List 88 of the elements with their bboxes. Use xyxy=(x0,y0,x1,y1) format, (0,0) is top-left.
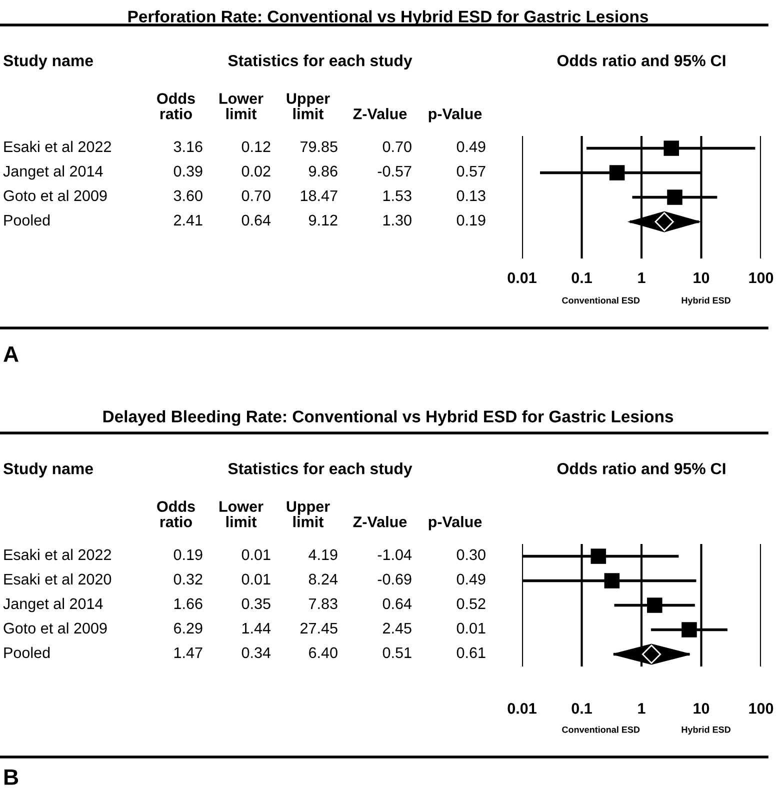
data-label: 0.01 xyxy=(242,574,270,585)
text: B xyxy=(4,769,18,785)
data-label: 9.12 xyxy=(308,214,338,226)
data-label: 1.53 xyxy=(383,190,412,202)
data-label: 0.64 xyxy=(382,598,412,610)
x-tick-label: 1 xyxy=(638,272,646,284)
data-label: 0.34 xyxy=(242,647,271,658)
category-label: Goto et al 2009 xyxy=(4,622,107,634)
category-label: Janget al 2014 xyxy=(3,165,103,180)
category-label: Esaki et al 2022 xyxy=(4,548,111,560)
category-label: Janget al 2014 xyxy=(3,598,103,612)
x-tick-label: 0.1 xyxy=(572,272,592,284)
x-tick-label: 0.01 xyxy=(508,272,536,284)
data-label: 0.19 xyxy=(174,549,202,560)
data-label: 79.85 xyxy=(300,141,338,152)
data-label: 9.86 xyxy=(308,166,338,177)
data-label: 0.01 xyxy=(242,549,270,560)
data-label: 3.16 xyxy=(174,141,202,152)
data-label: 0.19 xyxy=(456,214,486,226)
data-label: 0.61 xyxy=(456,647,486,658)
data-label: 0.51 xyxy=(382,647,412,658)
x-tick-label: 10 xyxy=(694,272,710,284)
text: Study name xyxy=(3,54,93,70)
x-tick-label: 100 xyxy=(749,272,774,284)
text: Z-Value xyxy=(353,516,407,528)
data-label: 2.45 xyxy=(383,622,412,634)
data-label: 0.49 xyxy=(456,574,486,585)
data-label: 0.12 xyxy=(242,141,270,152)
x-tick-label: 1 xyxy=(638,703,646,714)
text: Hybrid ESD xyxy=(682,726,730,735)
data-label: 1.66 xyxy=(174,598,202,610)
data-label: 1.44 xyxy=(242,622,271,634)
data-label: 2.41 xyxy=(174,214,202,226)
data-label: 6.29 xyxy=(174,622,202,634)
data-label: 27.45 xyxy=(300,622,338,634)
category-label: Esaki et al 2020 xyxy=(4,573,112,585)
category-label: Pooled xyxy=(4,214,50,226)
data-label: 0.01 xyxy=(456,622,486,634)
text: Delayed Bleeding Rate: Conventional vs Hybrid ESD for Gastric Lesions xyxy=(103,410,674,426)
text: Lower limit xyxy=(220,93,264,120)
data-label: 7.83 xyxy=(309,598,338,610)
category-label: Esaki et al 2022 xyxy=(4,140,111,152)
data-label: 0.57 xyxy=(456,166,486,177)
data-label: 0.35 xyxy=(242,598,270,610)
data-label: 0.49 xyxy=(456,141,486,152)
text: Upper limit xyxy=(286,93,330,120)
data-label: -1.04 xyxy=(378,549,412,560)
text: Odds ratio xyxy=(157,92,195,120)
text: Perforation Rate: Conventional vs Hybrid ESD for Gastric Lesions xyxy=(128,10,648,26)
text: Conventional ESD xyxy=(562,726,640,733)
data-label: -0.57 xyxy=(378,166,412,177)
x-tick-label: 100 xyxy=(749,703,774,714)
text: Hybrid ESD xyxy=(682,296,730,306)
data-label: 0.39 xyxy=(174,166,202,177)
text: A xyxy=(4,346,18,362)
data-label: 0.70 xyxy=(242,190,270,202)
data-label: 0.13 xyxy=(456,190,486,202)
data-label: 1.30 xyxy=(383,214,412,226)
text: Statistics for each study xyxy=(228,462,412,478)
data-label: 4.19 xyxy=(308,549,338,560)
text: Z-Value xyxy=(353,108,407,120)
text: p-Value xyxy=(428,108,482,122)
text: Odds ratio xyxy=(157,500,195,528)
category-label: Pooled xyxy=(4,646,50,658)
data-label: 8.24 xyxy=(308,574,338,585)
text: Upper limit xyxy=(286,501,330,528)
category-label: Goto et al 2009 xyxy=(4,190,107,202)
text: Lower limit xyxy=(220,501,264,528)
data-label: 0.64 xyxy=(242,214,271,226)
data-label: 3.60 xyxy=(174,190,202,202)
data-label: 0.02 xyxy=(242,166,270,177)
data-label: 18.47 xyxy=(300,190,338,202)
text: Study name xyxy=(3,462,93,478)
text: Conventional ESD xyxy=(562,296,640,304)
text: p-Value xyxy=(428,516,482,530)
data-label: 0.30 xyxy=(456,549,486,560)
chart-title: Odds ratio and 95% CI xyxy=(557,54,726,66)
data-label: 1.47 xyxy=(174,647,202,658)
data-label: -0.69 xyxy=(378,574,412,585)
x-tick-label: 10 xyxy=(694,703,710,714)
data-label: 0.52 xyxy=(456,598,486,610)
chart-title: Odds ratio and 95% CI xyxy=(557,462,726,474)
data-label: 6.40 xyxy=(309,647,338,658)
x-tick-label: 0.1 xyxy=(572,703,592,714)
text: Statistics for each study xyxy=(228,54,412,70)
x-tick-label: 0.01 xyxy=(508,703,536,714)
data-label: 0.32 xyxy=(174,574,202,585)
data-label: 0.70 xyxy=(382,141,412,152)
